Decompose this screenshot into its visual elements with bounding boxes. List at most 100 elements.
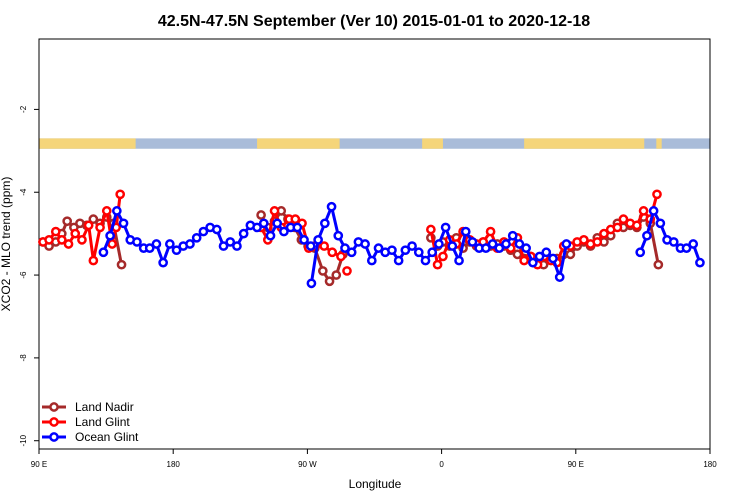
data-point [327,247,338,258]
data-point [151,239,162,249]
data-point [319,241,330,251]
land-segment [656,138,662,149]
data-point [56,235,67,245]
land-segment [422,138,443,149]
legend-item: Land Glint [42,415,130,429]
data-point [292,222,303,233]
x-tick-label: 0 [439,460,444,469]
data-point [373,243,384,253]
data-point [77,235,87,245]
series-land-glint [38,189,662,276]
data-point [346,247,357,258]
data-point [494,243,505,253]
data-point [306,278,317,289]
data-point [144,243,155,253]
data-point [132,237,142,247]
data-point [632,220,642,231]
data-point [238,228,249,239]
series-layer [38,189,705,289]
data-point [158,257,168,268]
data-point [485,226,496,237]
data-point [116,259,127,270]
data-point [98,247,109,258]
data-point [387,245,397,256]
data-point [115,189,126,200]
data-point [393,255,404,266]
data-point [519,255,529,266]
data-point [407,241,417,251]
data-point [541,247,552,258]
data-point [467,237,478,247]
data-point [185,239,195,249]
legend-swatch-marker [49,417,59,427]
series-ocean-glint [98,201,705,289]
data-point [317,266,328,276]
data-point [299,235,309,245]
ocean-band [39,138,710,149]
data-point [432,259,443,270]
data-point [63,239,74,249]
data-point [579,235,589,245]
data-point [336,251,346,262]
x-tick-label: 90 E [568,460,584,469]
data-point [252,222,262,233]
data-point [501,239,511,249]
land-ocean-mask [39,138,710,149]
legend-label: Land Nadir [75,400,134,414]
x-tick-label: 90 E [31,460,47,469]
x-tick-label: 180 [167,460,181,469]
data-point [101,206,112,216]
data-point [340,243,350,253]
axes: 90 E 180 90 W 0 90 E 180 -2 -4 -6 -8 -10 [19,105,717,469]
legend-label: Ocean Glint [75,430,139,444]
data-point [681,243,692,253]
data-point [360,239,370,249]
data-point [688,239,699,249]
data-point [218,241,229,251]
data-point [427,247,438,258]
data-point [652,189,662,200]
data-point [635,247,646,258]
data-point [514,239,525,249]
data-point [290,214,301,225]
series-line [102,209,312,265]
data-point [413,247,424,258]
land-segment [257,138,340,149]
data-point [88,214,99,225]
data-point [534,251,545,262]
legend-swatch-marker [49,402,59,412]
data-point [548,253,558,264]
data-point [554,272,565,282]
data-point [655,218,666,229]
data-point [232,241,242,251]
legend-label: Land Glint [75,415,130,429]
legend-item: Land Nadir [42,400,134,414]
data-point [191,232,202,243]
y-tick-label: -2 [19,105,28,113]
x-tick-label: 180 [703,460,717,469]
data-point [269,206,280,216]
data-point [105,230,115,241]
data-point [366,255,377,266]
data-point [107,239,117,249]
data-point [440,222,451,233]
data-point [342,266,352,276]
data-point [265,230,276,241]
data-point [258,218,269,229]
data-point [561,239,572,249]
data-point [62,216,73,227]
data-point [88,255,99,266]
data-point [225,237,236,247]
data-point [618,214,629,225]
land-segment [39,138,136,149]
legend-swatch-marker [49,432,59,442]
data-point [326,201,337,212]
data-point [70,228,81,239]
data-point [434,239,444,249]
data-point [653,259,664,270]
data-point [454,255,464,266]
data-point [638,206,649,216]
data-point [256,210,266,220]
legend-item: Ocean Glint [42,430,139,444]
